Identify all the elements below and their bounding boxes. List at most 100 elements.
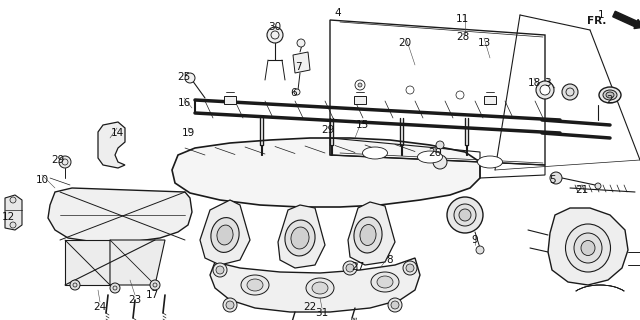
Text: 29: 29: [51, 155, 65, 165]
Text: 8: 8: [387, 255, 394, 265]
Text: 9: 9: [472, 235, 478, 245]
Polygon shape: [278, 205, 325, 268]
Polygon shape: [548, 208, 628, 285]
Text: 17: 17: [145, 290, 159, 300]
Circle shape: [185, 73, 195, 83]
Ellipse shape: [599, 87, 621, 103]
Text: 28: 28: [456, 32, 470, 42]
Polygon shape: [348, 202, 395, 265]
Circle shape: [10, 222, 16, 228]
Circle shape: [550, 172, 562, 184]
Text: 7: 7: [294, 62, 301, 72]
Ellipse shape: [360, 225, 376, 245]
Circle shape: [476, 246, 484, 254]
Text: 3: 3: [544, 78, 550, 88]
Circle shape: [388, 298, 402, 312]
Text: 14: 14: [110, 128, 124, 138]
Ellipse shape: [581, 241, 595, 255]
Circle shape: [59, 156, 71, 168]
Ellipse shape: [477, 156, 502, 168]
Circle shape: [406, 264, 414, 272]
Text: 20: 20: [399, 38, 412, 48]
Circle shape: [355, 80, 365, 90]
Circle shape: [110, 283, 120, 293]
Text: 26: 26: [428, 148, 442, 158]
Polygon shape: [200, 200, 250, 265]
Text: 29: 29: [321, 125, 335, 135]
Circle shape: [456, 91, 464, 99]
Ellipse shape: [574, 233, 602, 263]
Circle shape: [223, 298, 237, 312]
Text: 10: 10: [35, 175, 49, 185]
Circle shape: [10, 197, 16, 203]
Text: 16: 16: [177, 98, 191, 108]
Ellipse shape: [362, 147, 387, 159]
Polygon shape: [98, 122, 125, 168]
Text: 5: 5: [548, 175, 556, 185]
Circle shape: [562, 84, 578, 100]
Polygon shape: [48, 188, 192, 242]
Circle shape: [297, 39, 305, 47]
Polygon shape: [210, 258, 420, 312]
Ellipse shape: [217, 225, 233, 245]
Text: 31: 31: [316, 308, 328, 318]
Polygon shape: [293, 52, 310, 73]
Ellipse shape: [306, 278, 334, 298]
Circle shape: [406, 86, 414, 94]
Circle shape: [213, 263, 227, 277]
Ellipse shape: [566, 224, 611, 272]
Circle shape: [447, 197, 483, 233]
Ellipse shape: [285, 220, 315, 256]
Ellipse shape: [603, 90, 617, 100]
Text: 18: 18: [527, 78, 541, 88]
Text: 21: 21: [575, 185, 589, 195]
Ellipse shape: [417, 151, 442, 163]
Text: 19: 19: [181, 128, 195, 138]
Text: 15: 15: [355, 120, 369, 130]
Ellipse shape: [211, 218, 239, 252]
Ellipse shape: [312, 282, 328, 294]
Bar: [224, 96, 236, 104]
Circle shape: [454, 204, 476, 226]
Circle shape: [358, 83, 362, 87]
FancyArrow shape: [612, 11, 640, 28]
Ellipse shape: [354, 217, 382, 253]
Circle shape: [346, 264, 354, 272]
Ellipse shape: [606, 92, 614, 98]
Ellipse shape: [247, 279, 263, 291]
Circle shape: [595, 183, 601, 189]
Text: 4: 4: [335, 8, 341, 18]
Text: 2: 2: [607, 95, 613, 105]
Text: FR.: FR.: [587, 16, 606, 26]
Text: 22: 22: [303, 302, 317, 312]
Text: 30: 30: [268, 22, 282, 32]
Circle shape: [150, 280, 160, 290]
Text: 6: 6: [291, 88, 298, 98]
Circle shape: [436, 141, 444, 149]
Ellipse shape: [377, 276, 393, 288]
Text: 27: 27: [351, 262, 365, 272]
Bar: [484, 96, 496, 104]
Circle shape: [403, 261, 417, 275]
Circle shape: [459, 209, 471, 221]
Circle shape: [226, 301, 234, 309]
Text: 23: 23: [129, 295, 141, 305]
Circle shape: [343, 261, 357, 275]
Circle shape: [540, 85, 550, 95]
Polygon shape: [5, 195, 22, 230]
Text: 25: 25: [177, 72, 191, 82]
Ellipse shape: [291, 227, 309, 249]
Circle shape: [536, 81, 554, 99]
Text: 1: 1: [598, 10, 604, 20]
Circle shape: [294, 89, 300, 95]
Polygon shape: [65, 240, 110, 285]
Polygon shape: [172, 138, 480, 207]
Bar: [354, 96, 366, 104]
Text: 13: 13: [477, 38, 491, 48]
Ellipse shape: [371, 272, 399, 292]
Ellipse shape: [241, 275, 269, 295]
Text: 11: 11: [456, 14, 468, 24]
Circle shape: [433, 155, 447, 169]
Circle shape: [391, 301, 399, 309]
Circle shape: [267, 27, 283, 43]
